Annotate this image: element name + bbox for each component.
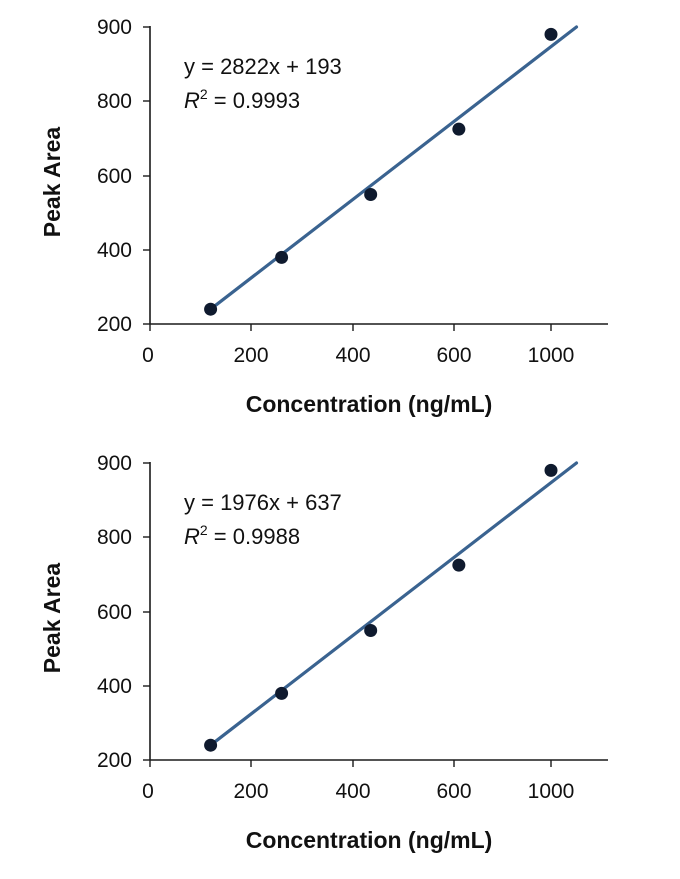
x-axis-title: Concentration (ng/mL) bbox=[246, 827, 493, 853]
regression-equation: y = 1976x + 637 bbox=[184, 490, 342, 515]
y-tick-label: 600 bbox=[97, 165, 132, 188]
calibration-chart-top: 200 400 600 800 900 0 200 400 600 1000 C… bbox=[39, 16, 608, 417]
y-tick-label: 900 bbox=[97, 16, 132, 39]
y-tick-label: 900 bbox=[97, 452, 132, 475]
x-tick-label: 200 bbox=[233, 780, 268, 803]
y-tick-label: 400 bbox=[97, 239, 132, 262]
data-point bbox=[364, 188, 378, 201]
plot-marks bbox=[204, 461, 579, 752]
x-tick-label: 1000 bbox=[528, 780, 575, 803]
data-point bbox=[204, 738, 218, 752]
y-axis-title: Peak Area bbox=[39, 127, 65, 238]
data-point bbox=[364, 624, 378, 637]
y-tick-label: 600 bbox=[97, 601, 132, 624]
r-squared-superscript: 2 bbox=[200, 86, 208, 102]
y-tick-label: 200 bbox=[97, 313, 132, 336]
x-tick-label: 400 bbox=[335, 780, 370, 803]
r-squared-label: R2 = 0.9988 bbox=[184, 522, 300, 549]
data-point bbox=[544, 27, 558, 41]
y-tick-label: 800 bbox=[97, 526, 132, 549]
y-axis-title: Peak Area bbox=[39, 563, 65, 674]
x-axis-title: Concentration (ng/mL) bbox=[246, 391, 493, 417]
r-squared-symbol: R bbox=[184, 88, 200, 113]
y-tick-label: 800 bbox=[97, 90, 132, 113]
data-point bbox=[204, 302, 218, 316]
fit-line bbox=[209, 25, 579, 311]
x-tick-label: 1000 bbox=[528, 344, 575, 367]
data-point bbox=[275, 686, 289, 700]
r-squared-value: = 0.9988 bbox=[208, 524, 300, 549]
x-tick-label: 400 bbox=[335, 344, 370, 367]
r-squared-superscript: 2 bbox=[200, 522, 208, 538]
r-squared-value: = 0.9993 bbox=[208, 88, 300, 113]
x-tick-label: 600 bbox=[436, 344, 471, 367]
data-point bbox=[452, 122, 466, 136]
calibration-chart-bottom: 200 400 600 800 900 0 200 400 600 1000 C… bbox=[39, 452, 608, 853]
y-tick-label: 400 bbox=[97, 675, 132, 698]
x-tick-label: 600 bbox=[436, 780, 471, 803]
x-tick-label: 200 bbox=[233, 344, 268, 367]
r-squared-label: R2 = 0.9993 bbox=[184, 86, 300, 113]
r-squared-symbol: R bbox=[184, 524, 200, 549]
y-tick-label: 200 bbox=[97, 749, 132, 772]
data-point bbox=[275, 250, 289, 264]
plot-marks bbox=[204, 25, 579, 316]
data-point bbox=[452, 558, 466, 572]
x-tick-label: 0 bbox=[142, 344, 154, 367]
x-tick-label: 0 bbox=[142, 780, 154, 803]
regression-equation: y = 2822x + 193 bbox=[184, 54, 342, 79]
data-point bbox=[544, 463, 558, 477]
fit-line bbox=[209, 461, 579, 747]
